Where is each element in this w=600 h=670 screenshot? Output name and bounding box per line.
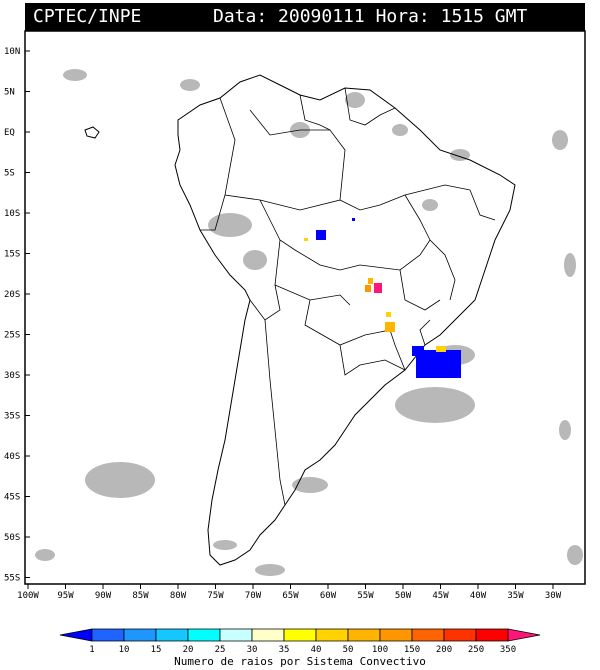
colorbar-segment	[475, 628, 509, 642]
lat-label: 10N	[4, 47, 20, 57]
lon-label: 90W	[95, 591, 112, 601]
colorbar-tick-label: 25	[215, 645, 226, 655]
colorbar: 1 10 15 20 25 30 35 40 50 100 150 200 250 350	[59, 628, 541, 655]
data-label: Data:	[213, 6, 268, 27]
lat-label: EQ	[4, 128, 15, 138]
timestamp-label: Data: 20090111 Hora: 1515 GMT	[213, 3, 527, 31]
time-value: 1515 GMT	[440, 6, 528, 27]
longitude-axis: 100W 95W 90W 85W 80W 75W 70W 65W 60W 55W 50W 45W 40W…	[17, 584, 562, 601]
lon-label: 50W	[395, 591, 412, 601]
colorbar-tick-label: 1	[89, 645, 94, 655]
title-bar: CPTEC/INPE Data: 20090111 Hora: 1515 GMT	[25, 3, 585, 31]
lat-label: 5S	[4, 169, 15, 179]
lon-label: 40W	[470, 591, 487, 601]
colorbar-segment	[379, 628, 413, 642]
colorbar-tick-label: 30	[247, 645, 258, 655]
colorbar-tick-label: 35	[279, 645, 290, 655]
lat-label: 35S	[4, 412, 20, 422]
country-borders	[200, 87, 496, 506]
lon-label: 80W	[170, 591, 187, 601]
lon-label: 30W	[545, 591, 562, 601]
colorbar-segment	[187, 628, 221, 642]
map-frame	[24, 30, 586, 585]
colorbar-segment	[507, 628, 541, 642]
lon-label: 75W	[207, 591, 224, 601]
lat-label: 25S	[4, 331, 20, 341]
colorbar-tick-label: 250	[468, 645, 484, 655]
lat-label: 45S	[4, 493, 20, 503]
source-label: CPTEC/INPE	[33, 6, 142, 27]
lat-label: 20S	[4, 290, 20, 300]
colorbar-tick-label: 350	[500, 645, 516, 655]
colorbar-tick-label: 40	[311, 645, 322, 655]
lon-label: 45W	[432, 591, 449, 601]
colorbar-caption: Numero de raios por Sistema Convectivo	[174, 655, 426, 668]
lat-label: 5N	[4, 88, 15, 98]
colorbar-segment	[283, 628, 317, 642]
lon-label: 55W	[357, 591, 374, 601]
colorbar-tick-label: 100	[372, 645, 388, 655]
lon-label: 70W	[245, 591, 262, 601]
lat-label: 50S	[4, 533, 20, 543]
colorbar-tick-label: 50	[343, 645, 354, 655]
convective-systems	[304, 218, 461, 378]
lat-label: 40S	[4, 452, 20, 462]
colorbar-tick-label: 10	[119, 645, 130, 655]
colorbar-segment	[411, 628, 445, 642]
colorbar-segment	[315, 628, 349, 642]
lat-label: 15S	[4, 250, 20, 260]
colorbar-tick-label: 150	[404, 645, 420, 655]
colorbar-segment	[91, 628, 125, 642]
colorbar-segment	[443, 628, 477, 642]
colorbar-segment	[155, 628, 189, 642]
colorbar-tick-label: 15	[151, 645, 162, 655]
lon-label: 35W	[507, 591, 524, 601]
colorbar-segment	[251, 628, 285, 642]
lon-label: 60W	[320, 591, 337, 601]
lat-label: 30S	[4, 371, 20, 381]
lon-label: 85W	[132, 591, 149, 601]
colorbar-tick-label: 20	[183, 645, 194, 655]
colorbar-tick-label: 200	[436, 645, 452, 655]
hora-label: Hora:	[375, 6, 430, 27]
colorbar-segment	[123, 628, 157, 642]
date-value: 20090111	[278, 6, 365, 27]
lat-label: 10S	[4, 209, 20, 219]
coastlines	[84, 74, 516, 566]
colorbar-segment	[347, 628, 381, 642]
lon-label: 65W	[282, 591, 299, 601]
latitude-axis: 10N 5N EQ 5S 10S 15S 20S 25S 30S 35S 40S 45S 50S 55S	[4, 47, 30, 584]
lat-label: 55S	[4, 574, 20, 584]
lon-label: 100W	[17, 591, 39, 601]
colorbar-segment	[59, 628, 93, 642]
lon-label: 95W	[57, 591, 74, 601]
colorbar-segment	[219, 628, 253, 642]
